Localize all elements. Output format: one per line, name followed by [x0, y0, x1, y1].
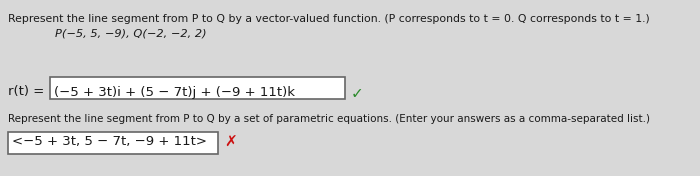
Text: (−5 + 3t)i + (5 − 7t)j + (−9 + 11t)k: (−5 + 3t)i + (5 − 7t)j + (−9 + 11t)k	[54, 86, 295, 99]
Text: ✓: ✓	[351, 86, 364, 101]
Text: <−5 + 3t, 5 − 7t, −9 + 11t>: <−5 + 3t, 5 − 7t, −9 + 11t>	[12, 135, 207, 148]
Text: P(−5, 5, −9), Q(−2, −2, 2): P(−5, 5, −9), Q(−2, −2, 2)	[55, 28, 206, 38]
Bar	[8, 132, 218, 154]
Text: Represent the line segment from P to Q by a vector-valued function. (P correspon: Represent the line segment from P to Q b…	[8, 14, 650, 24]
Text: Represent the line segment from P to Q by a set of parametric equations. (Enter : Represent the line segment from P to Q b…	[8, 114, 650, 124]
Text: r(t) =: r(t) =	[8, 85, 44, 98]
Text: ✗: ✗	[224, 135, 237, 150]
Bar	[50, 77, 345, 99]
